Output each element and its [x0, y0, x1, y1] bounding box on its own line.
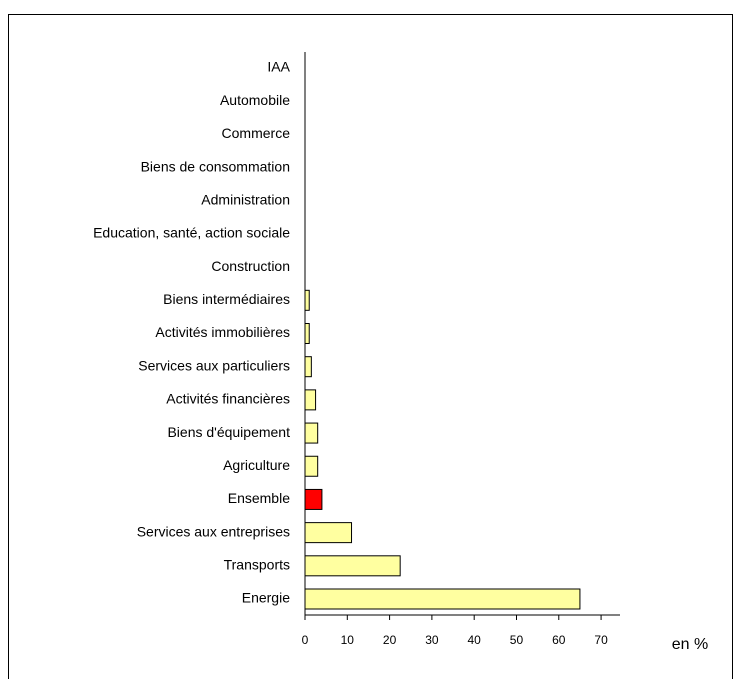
y-tick-label: Biens intermédiaires	[163, 291, 290, 307]
y-tick-label: Services aux entreprises	[137, 523, 290, 539]
bar	[304, 555, 401, 577]
x-tick-label: 50	[510, 633, 524, 647]
y-tick-label: IAA	[267, 59, 290, 75]
bar	[304, 323, 310, 344]
x-tick-label: 10	[341, 633, 355, 647]
y-tick-label: Activités financières	[166, 391, 290, 407]
frame	[8, 14, 733, 679]
x-tick-label: 0	[302, 633, 309, 647]
bar	[304, 389, 317, 411]
x-tick-label: 20	[383, 633, 397, 647]
y-tick-label: Automobile	[220, 92, 290, 108]
x-tick-label: 40	[468, 633, 482, 647]
y-tick-label: Biens de consommation	[141, 158, 290, 174]
bar	[304, 588, 581, 610]
bar	[304, 455, 319, 477]
y-tick-label: Commerce	[222, 125, 291, 141]
y-tick-label: Education, santé, action sociale	[93, 225, 290, 241]
y-tick-label: Administration	[201, 191, 290, 207]
bar	[304, 522, 353, 544]
bar	[304, 289, 310, 311]
y-tick-label: Services aux particuliers	[138, 357, 290, 373]
y-tick-label: Ensemble	[228, 490, 290, 506]
x-tick-label: 30	[425, 633, 439, 647]
y-tick-label: Construction	[211, 258, 290, 274]
x-axis-label: en %	[672, 636, 708, 653]
x-tick-label: 70	[594, 633, 608, 647]
y-tick-label: Agriculture	[223, 457, 290, 473]
x-tick-label: 60	[552, 633, 566, 647]
bar	[304, 488, 323, 510]
y-tick-label: Biens d'équipement	[167, 424, 290, 440]
bar	[304, 422, 319, 444]
y-tick-label: Activités immobilières	[155, 324, 290, 340]
y-tick-label: Energie	[242, 590, 290, 606]
y-tick-label: Transports	[224, 557, 290, 573]
bar	[304, 356, 312, 378]
